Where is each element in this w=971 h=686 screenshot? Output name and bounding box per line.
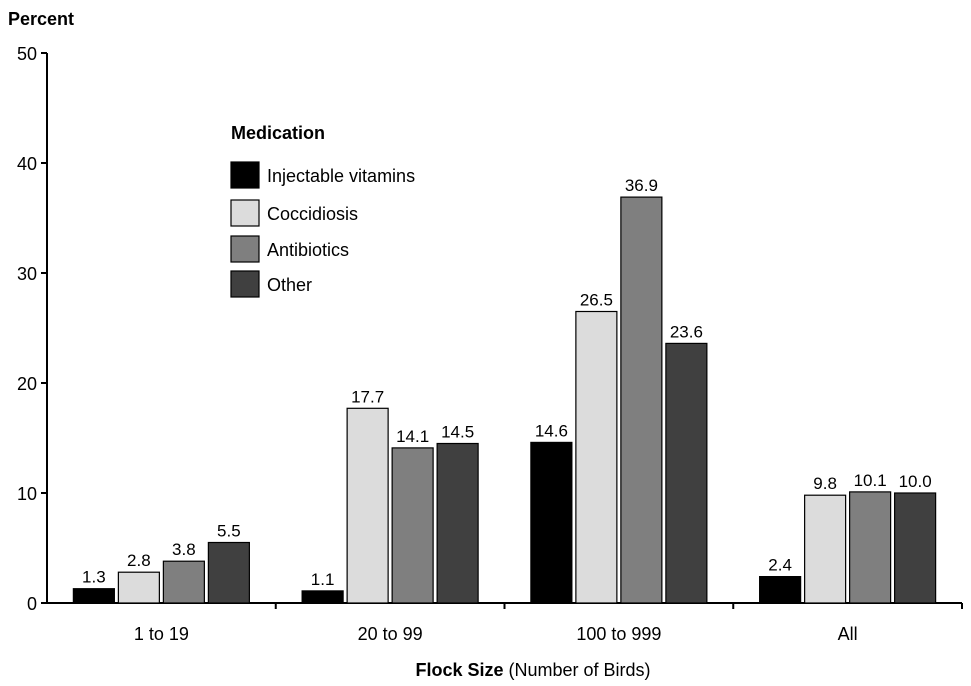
x-tick-label: 20 to 99 <box>358 624 423 644</box>
x-tick-label: 100 to 999 <box>576 624 661 644</box>
y-tick-label: 50 <box>17 44 37 64</box>
data-label: 26.5 <box>580 291 613 310</box>
legend-swatch <box>230 199 260 227</box>
x-ticks: 1 to 19 20 to 99 100 to 999 All <box>134 603 963 644</box>
bar <box>759 575 802 604</box>
bar <box>346 407 389 604</box>
data-label: 2.4 <box>768 556 792 575</box>
data-label: 2.8 <box>127 551 151 570</box>
y-tick-label: 30 <box>17 264 37 284</box>
x-tick-label: All <box>838 624 858 644</box>
bar <box>207 541 250 604</box>
legend-swatch <box>230 161 260 189</box>
bar <box>894 492 937 604</box>
legend-label: Antibiotics <box>267 240 349 260</box>
x-tick-label: 1 to 19 <box>134 624 189 644</box>
legend-title: Medication <box>231 123 325 143</box>
y-tick-label: 10 <box>17 484 37 504</box>
data-label: 9.8 <box>813 474 837 493</box>
bar <box>436 442 479 604</box>
bar <box>804 494 847 604</box>
bar <box>301 590 344 604</box>
bar <box>117 571 160 604</box>
data-label: 14.1 <box>396 427 429 446</box>
legend-label: Injectable vitamins <box>267 166 415 186</box>
x-axis-label-rest: (Number of Birds) <box>509 660 651 680</box>
y-ticks: 0 10 20 30 40 50 <box>17 44 47 614</box>
bar <box>620 196 663 604</box>
y-tick-label: 40 <box>17 154 37 174</box>
bar <box>575 310 618 604</box>
bar <box>162 560 205 604</box>
y-tick-label: 20 <box>17 374 37 394</box>
data-label: 14.5 <box>441 423 474 442</box>
legend-label: Coccidiosis <box>267 204 358 224</box>
data-label: 5.5 <box>217 522 241 541</box>
data-label: 1.3 <box>82 568 106 587</box>
bar <box>665 342 708 604</box>
bar <box>391 447 434 604</box>
x-axis-label: Flock Size (Number of Birds) <box>415 660 650 680</box>
data-label: 14.6 <box>535 421 568 440</box>
y-axis-label: Percent <box>8 9 74 29</box>
legend-label: Other <box>267 275 312 295</box>
bars: 1.3 2.8 3.8 5.5 1.1 17.7 14.1 14.5 14.6 26.5 36.9 2… <box>72 176 937 604</box>
data-label: 36.9 <box>625 176 658 195</box>
y-tick-label: 0 <box>27 594 37 614</box>
data-label: 1.1 <box>311 570 335 589</box>
data-label: 17.7 <box>351 387 384 406</box>
data-label: 10.1 <box>854 471 887 490</box>
legend-swatch <box>230 270 260 298</box>
legend: Medication Injectable vitamins Coccidiosi… <box>230 123 415 298</box>
x-axis-label-bold: Flock Size <box>415 660 503 680</box>
data-label: 3.8 <box>172 540 196 559</box>
data-label: 10.0 <box>899 472 932 491</box>
bar <box>530 441 573 604</box>
bar <box>849 491 892 604</box>
data-label: 23.6 <box>670 322 703 341</box>
bar <box>72 588 115 604</box>
legend-swatch <box>230 235 260 263</box>
